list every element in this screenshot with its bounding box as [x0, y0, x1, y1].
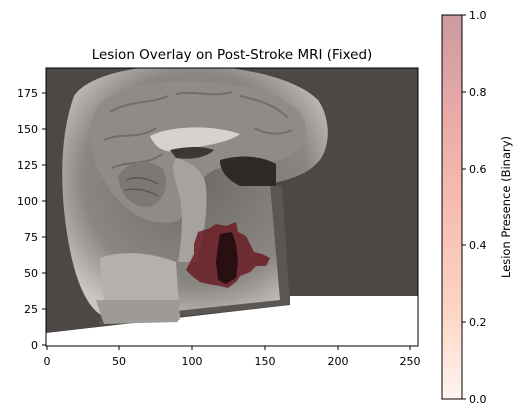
x-tick: 50 [112, 346, 126, 368]
y-tick: 50 [24, 267, 46, 280]
y-tick: 100 [17, 195, 46, 208]
y-tick-label: 25 [24, 303, 38, 316]
y-tick: 175 [17, 87, 46, 100]
chart-title: Lesion Overlay on Post-Stroke MRI (Fixed… [92, 47, 373, 63]
y-tick-label: 125 [17, 159, 38, 172]
colorbar-tick-label: 0.8 [469, 86, 487, 99]
x-tick-label: 100 [182, 355, 203, 368]
y-tick-label: 175 [17, 87, 38, 100]
x-tick-label: 50 [112, 355, 126, 368]
x-tick-label: 200 [328, 355, 349, 368]
y-tick: 125 [17, 159, 46, 172]
y-axis: 0 25 50 75 100 125 150 175 [17, 87, 46, 352]
colorbar-tick-label: 0.4 [469, 239, 487, 252]
x-tick: 200 [328, 346, 349, 368]
y-tick: 75 [24, 231, 46, 244]
colorbar-tick-label: 1.0 [469, 9, 487, 22]
y-tick-label: 0 [31, 339, 38, 352]
colorbar-tick-label: 0.0 [469, 393, 487, 406]
colorbar-tick: 0.2 [462, 316, 487, 329]
x-tick-label: 150 [255, 355, 276, 368]
colorbar-tick: 0.4 [462, 239, 487, 252]
y-tick: 0 [31, 339, 46, 352]
colorbar-tick: 0.0 [462, 393, 487, 406]
plot-frame [45, 67, 419, 347]
x-axis: 0 50 100 150 200 250 [44, 346, 421, 368]
y-tick-label: 50 [24, 267, 38, 280]
colorbar-tick: 1.0 [462, 9, 487, 22]
colorbar-tick-label: 0.6 [469, 163, 487, 176]
y-tick-label: 150 [17, 123, 38, 136]
x-tick: 250 [400, 346, 421, 368]
colorbar-label: Lesion Presence (Binary) [499, 136, 513, 278]
lesion-overlay [186, 222, 270, 288]
y-tick: 150 [17, 123, 46, 136]
y-tick: 25 [24, 303, 46, 316]
x-tick-label: 250 [400, 355, 421, 368]
y-tick-label: 100 [17, 195, 38, 208]
colorbar-tick-label: 0.2 [469, 316, 487, 329]
x-tick: 100 [182, 346, 203, 368]
colorbar-tick: 0.6 [462, 163, 487, 176]
colorbar-gradient [441, 14, 463, 400]
mri-image [46, 68, 418, 346]
colorbar-tick: 0.8 [462, 86, 487, 99]
x-tick: 0 [44, 346, 51, 368]
x-tick: 150 [255, 346, 276, 368]
colorbar: 0.0 0.2 0.4 0.6 0.8 1.0 Lesion Presence … [441, 9, 513, 406]
x-tick-label: 0 [44, 355, 51, 368]
y-tick-label: 75 [24, 231, 38, 244]
